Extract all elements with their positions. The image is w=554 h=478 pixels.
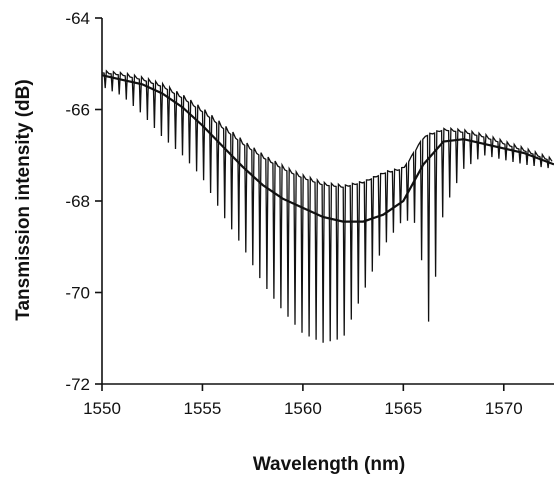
series-layer — [101, 69, 554, 343]
x-axis-title: Wavelength (nm) — [253, 454, 405, 475]
y-tick-label: -68 — [65, 192, 90, 211]
y-tick-label: -66 — [65, 101, 90, 120]
x-tick-label: 1560 — [284, 399, 322, 418]
y-tick-label: -70 — [65, 284, 90, 303]
x-tick-label: 1570 — [485, 399, 523, 418]
y-tick-label: -64 — [65, 9, 90, 28]
axes-layer: -72 -70 -68 -66 -64 1550 1555 1560 1565 1570 — [65, 9, 554, 418]
x-tick-label: 1550 — [83, 399, 121, 418]
x-tick-label: 1565 — [384, 399, 422, 418]
y-axis-title: Tansmission intensity (dB) — [13, 79, 34, 320]
series-comb-fringes-line — [101, 69, 553, 343]
x-tick-label: 1555 — [184, 399, 222, 418]
y-tick-label: -72 — [65, 375, 90, 394]
